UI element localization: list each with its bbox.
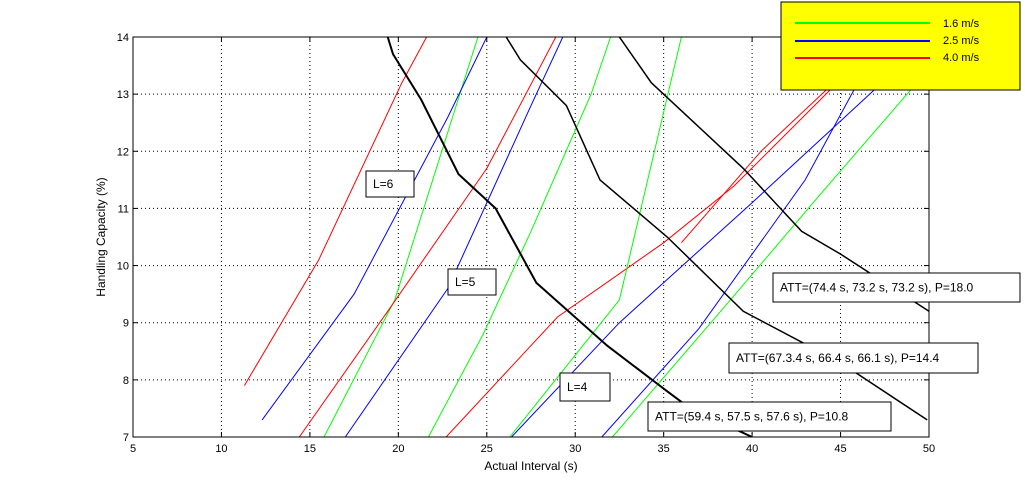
series-line-1 (323, 37, 479, 437)
legend: 1.6 m/s 2.5 m/s 4.0 m/s (780, 1, 1021, 91)
annotation-frame (647, 401, 892, 432)
legend-label-3: 4.0 m/s (943, 52, 980, 64)
y-tick-label: 8 (123, 375, 129, 387)
legend-label-2: 2.5 m/s (943, 35, 980, 47)
annotation-box-1: L=6 (365, 170, 415, 198)
annotation-box-4: ATT=(74.4 s, 73.2 s, 73.2 s), P=18.0 (772, 272, 1021, 303)
x-tick-label: 25 (481, 443, 493, 455)
x-tick-label: 20 (392, 443, 404, 455)
annotation-text: L=4 (567, 380, 588, 394)
y-tick-label: 13 (117, 89, 129, 101)
y-tick-label: 11 (118, 203, 129, 215)
y-tick-label: 12 (117, 146, 129, 158)
x-tick-label: 40 (746, 443, 758, 455)
plot-area (133, 37, 929, 437)
y-tick-label: 14 (117, 32, 129, 44)
plot-frame (132, 36, 930, 438)
legend-label-1: 1.6 m/s (943, 18, 980, 30)
series-line-7 (612, 76, 923, 437)
x-tick-label: 50 (923, 443, 935, 455)
series-line-2 (261, 37, 488, 421)
x-tick-label: 30 (569, 443, 581, 455)
series-line-11 (601, 65, 868, 437)
series-line-3 (243, 37, 428, 386)
annotation-frame (772, 272, 1021, 303)
annotation-frame (728, 342, 979, 374)
x-tick-label: 10 (215, 443, 227, 455)
annotation-frame (559, 372, 611, 402)
grid (133, 37, 929, 437)
x-axis-label: Actual Interval (s) (484, 459, 577, 473)
x-tick-label: 5 (130, 443, 136, 455)
y-tick-label: 9 (123, 318, 129, 330)
annotation-text: ATT=(74.4 s, 73.2 s, 73.2 s), P=18.0 (780, 281, 974, 295)
annotation-text: ATT=(67.3.4 s, 66.4 s, 66.1 s), P=14.4 (736, 351, 940, 365)
annotation-box-5: ATT=(67.3.4 s, 66.4 s, 66.1 s), P=14.4 (728, 342, 979, 374)
annotation-box-6: ATT=(59.4 s, 57.5 s, 57.6 s), P=10.8 (647, 401, 892, 432)
series-line-5 (344, 37, 564, 437)
x-tick-label: 15 (304, 443, 316, 455)
y-tick-label: 10 (117, 261, 129, 273)
x-tick-label: 45 (834, 443, 846, 455)
annotation-box-2: L=5 (447, 268, 497, 296)
annotation-text: L=6 (373, 177, 394, 191)
series-layer (243, 37, 923, 437)
series-line-10 (509, 37, 682, 437)
series-line-9 (445, 88, 833, 437)
y-tick-label: 7 (123, 432, 129, 444)
annotation-layer: L=6 L=5 L=4 ATT=(74.4 s, 73.2 s, 73.2 s), P… (365, 170, 1021, 432)
annotation-text: L=5 (455, 275, 476, 289)
annotation-text: ATT=(59.4 s, 57.5 s, 57.6 s), P=10.8 (655, 410, 849, 424)
x-tick-label: 35 (658, 443, 670, 455)
series-line-4 (427, 37, 612, 437)
annotation-box-3: L=4 (559, 372, 611, 402)
annotation-frame (365, 170, 415, 198)
envelope-line-1 (386, 37, 753, 437)
series-line-6 (298, 37, 557, 437)
legend-box (780, 1, 1021, 91)
axis-ticks: 5 10 15 20 25 30 35 40 45 50 7 8 9 10 11 12 13 14 (117, 32, 935, 455)
y-axis-label: Handling Capacity (%) (94, 177, 108, 296)
annotation-frame (447, 268, 497, 296)
